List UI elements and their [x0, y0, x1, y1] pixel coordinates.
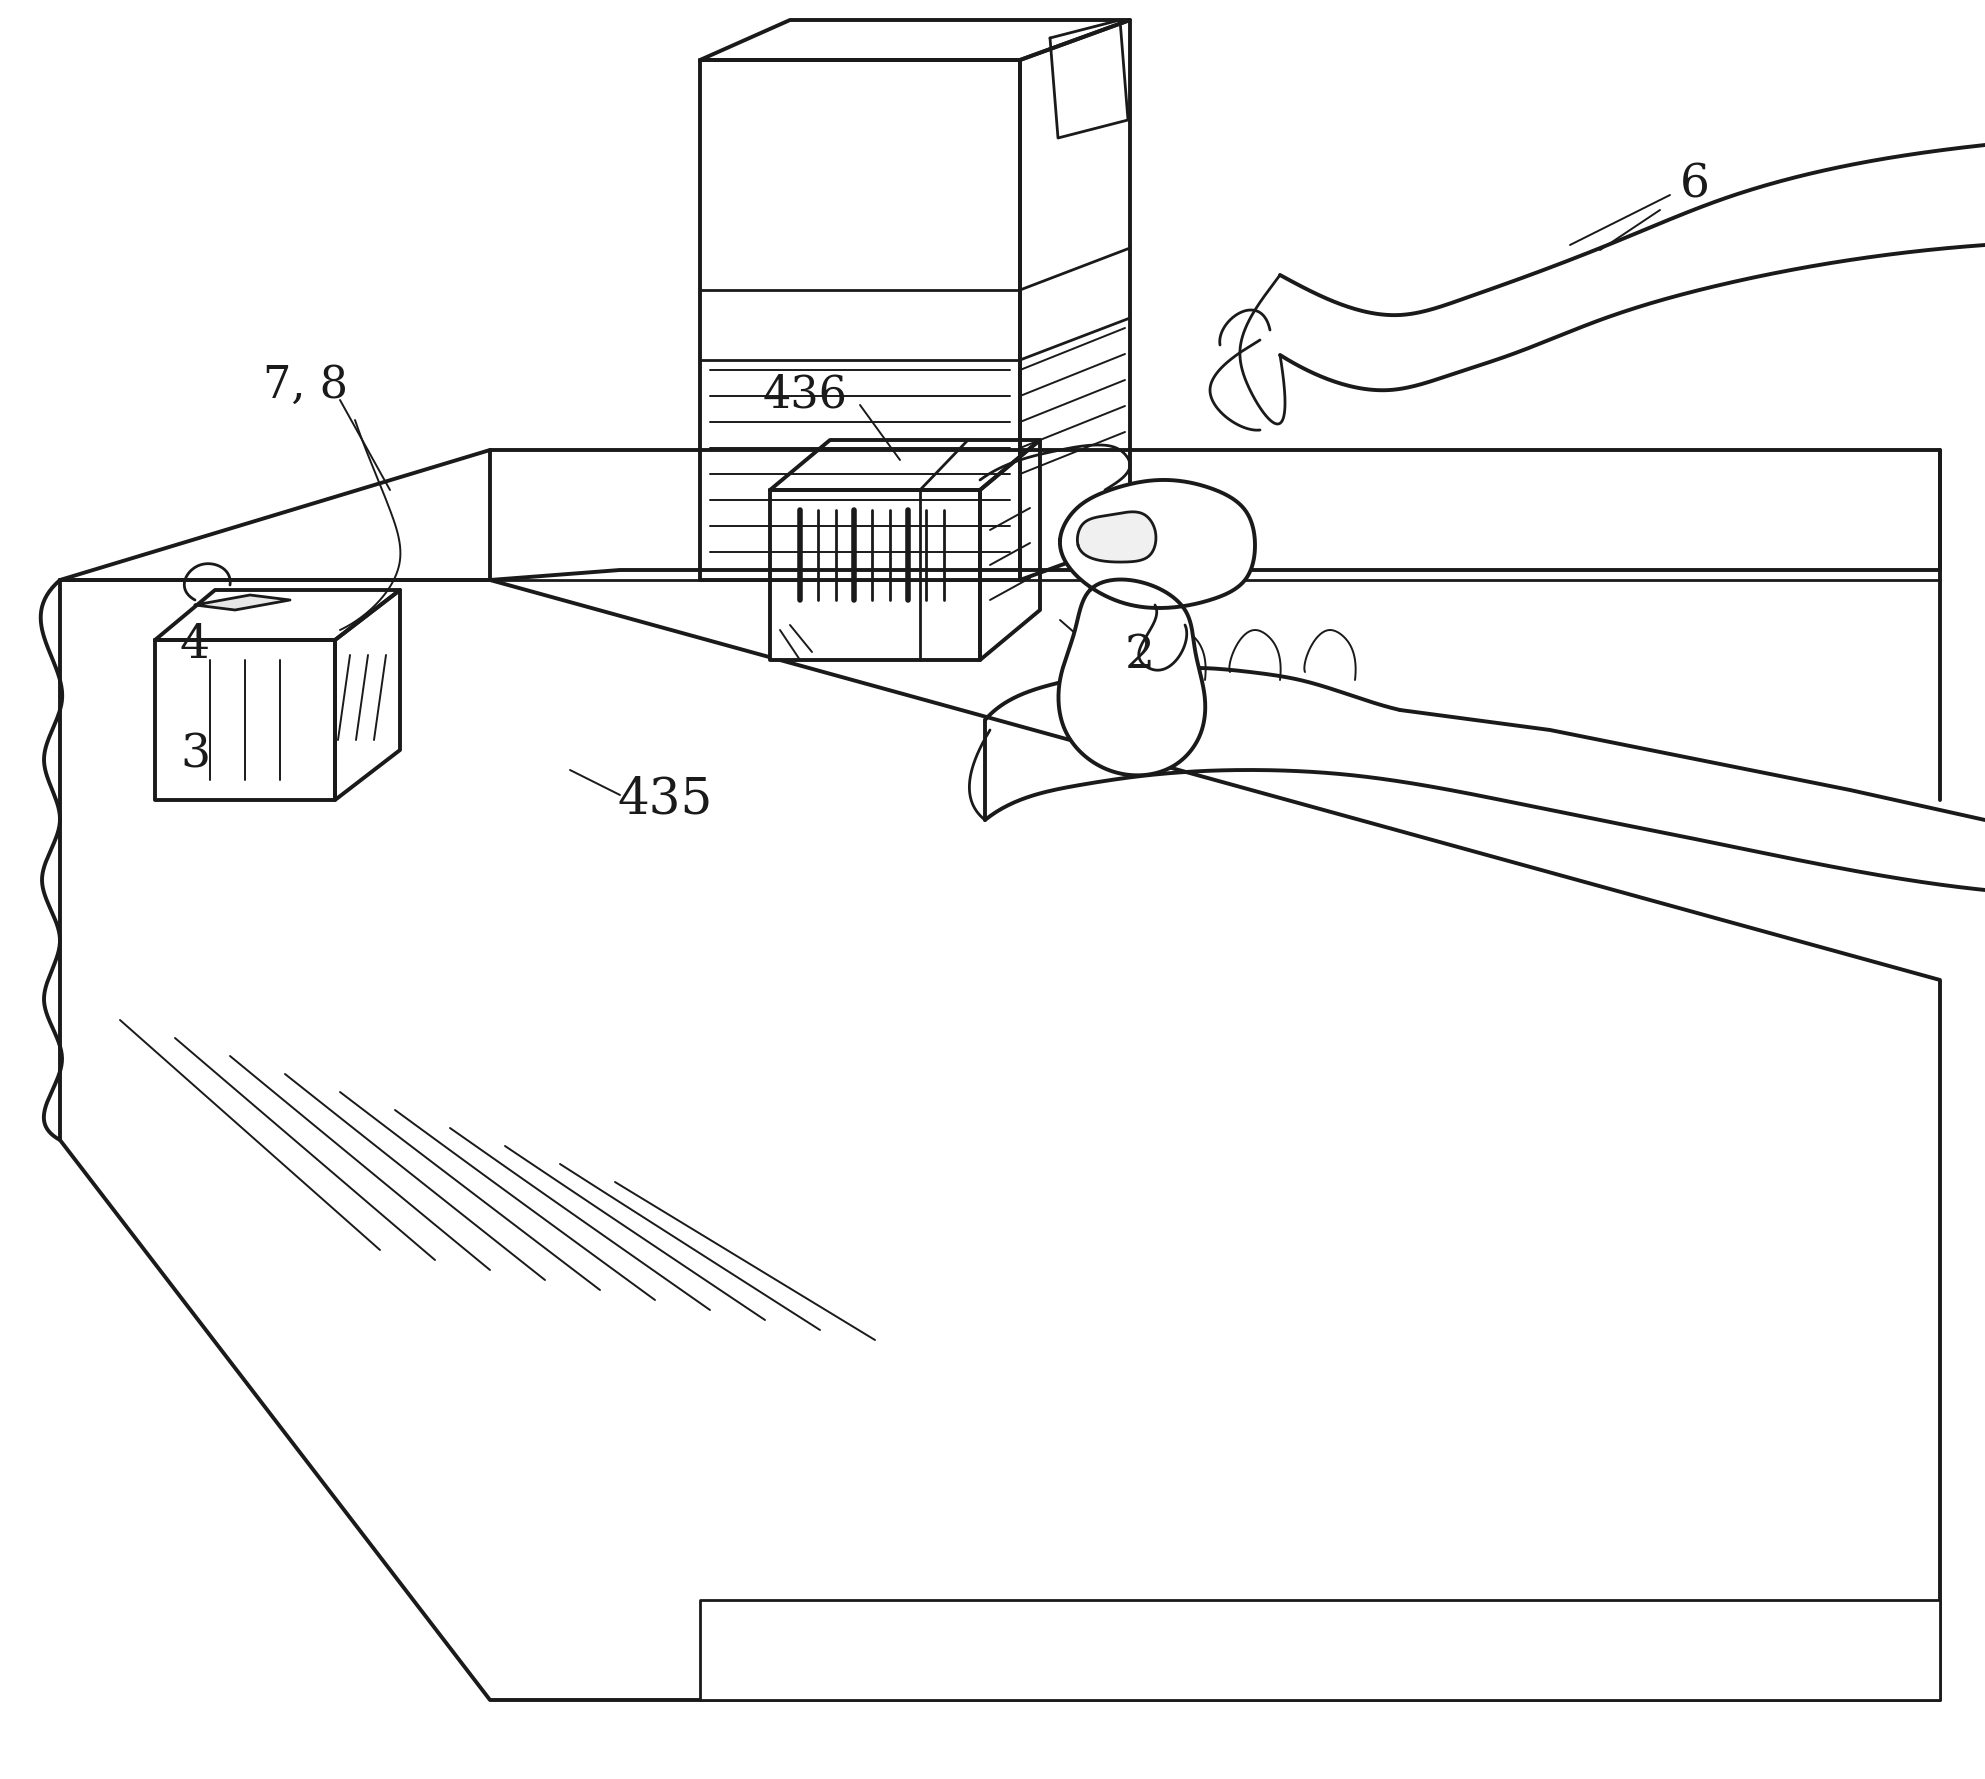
Polygon shape — [701, 60, 1020, 580]
Polygon shape — [155, 591, 401, 640]
Text: 435: 435 — [617, 776, 713, 825]
Polygon shape — [335, 591, 401, 801]
Polygon shape — [155, 640, 335, 801]
Polygon shape — [1189, 521, 1239, 553]
Polygon shape — [701, 20, 1129, 60]
Text: 4: 4 — [181, 623, 210, 667]
Polygon shape — [981, 439, 1040, 660]
Text: 2: 2 — [1125, 632, 1155, 678]
Polygon shape — [1050, 20, 1127, 139]
Text: 436: 436 — [762, 374, 848, 416]
Polygon shape — [1058, 580, 1205, 776]
Polygon shape — [1078, 512, 1155, 562]
Polygon shape — [195, 594, 290, 610]
Text: 6: 6 — [1679, 162, 1709, 208]
Polygon shape — [770, 439, 1040, 489]
Polygon shape — [701, 1599, 1939, 1701]
Polygon shape — [60, 450, 1939, 580]
Polygon shape — [770, 489, 981, 660]
Text: 3: 3 — [181, 733, 210, 777]
Polygon shape — [1020, 20, 1129, 580]
Text: 7, 8: 7, 8 — [262, 363, 347, 407]
Polygon shape — [1060, 480, 1255, 608]
Polygon shape — [60, 580, 1939, 1701]
